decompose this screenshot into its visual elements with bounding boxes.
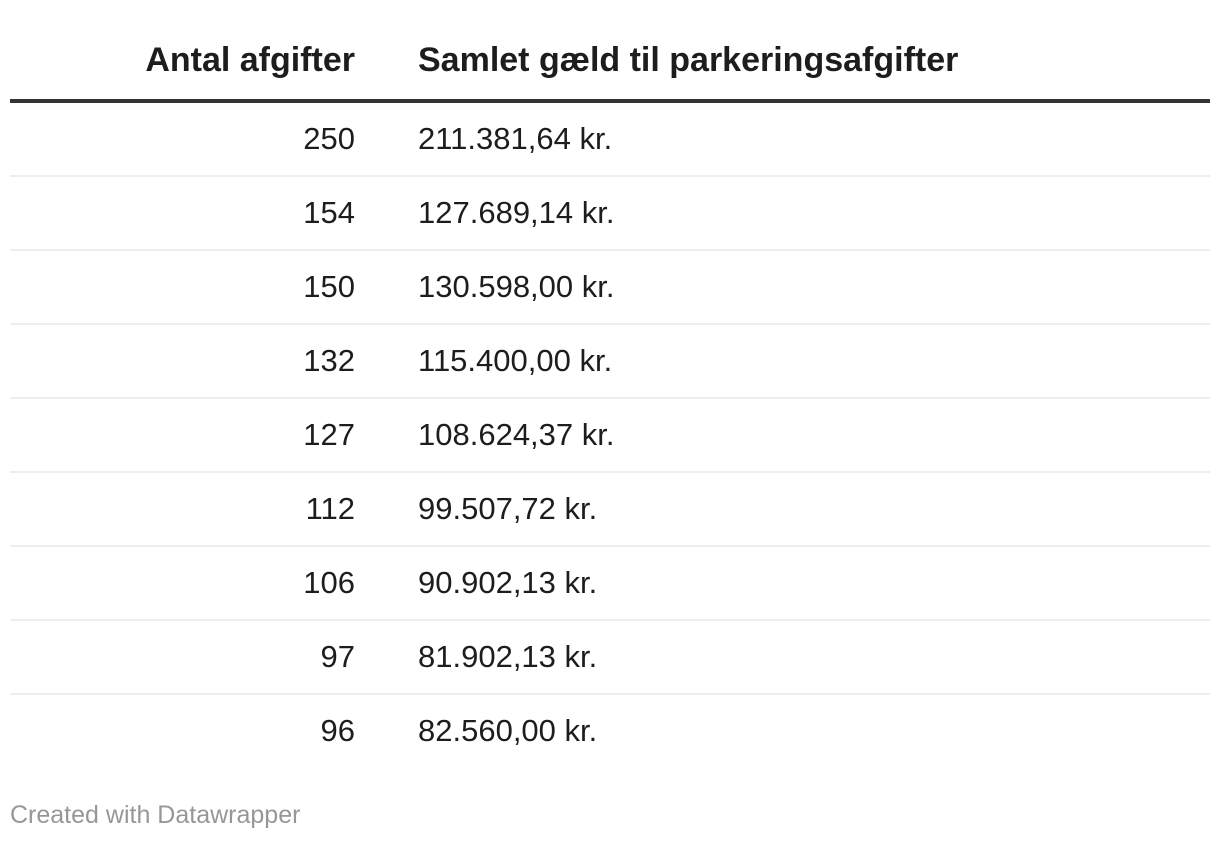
table-row: 112 99.507,72 kr. [10, 472, 1210, 547]
cell-samlet-gaeld: 82.560,00 kr. [418, 713, 598, 748]
cell-samlet-gaeld: 90.902,13 kr. [355, 546, 1210, 621]
datawrapper-attribution-link[interactable]: Created with Datawrapper [10, 801, 301, 829]
table-row: 132 115.400,00 kr. [10, 324, 1210, 399]
cell-antal-afgifter: 132 [10, 324, 355, 399]
table-row: 106 90.902,13 kr. [10, 546, 1210, 621]
cell-antal-afgifter: 106 [10, 546, 355, 621]
data-table: Antal afgifter Samlet gæld til parkering… [10, 0, 1210, 767]
cell-antal-afgifter: 97 [10, 620, 355, 695]
table-row: 96 82.560,00 kr. [10, 694, 1210, 767]
cell-samlet-gaeld: 81.902,13 kr. [355, 620, 1210, 695]
cell-samlet-gaeld: 108.624,37 kr. [355, 398, 1210, 473]
cell-antal-afgifter: 127 [10, 398, 355, 473]
column-header-samlet-gaeld: Samlet gæld til parkeringsafgifter [355, 0, 1210, 103]
cell-samlet-gaeld: 130.598,00 kr. [355, 250, 1210, 325]
header-row: Antal afgifter Samlet gæld til parkering… [10, 0, 1210, 103]
cell-antal-afgifter: 112 [10, 472, 355, 547]
table-row: 154 127.689,14 kr. [10, 176, 1210, 251]
cell-samlet-gaeld: 99.507,72 kr. [355, 472, 1210, 547]
cell-antal-afgifter: 96 [320, 713, 355, 748]
cell-antal-afgifter: 154 [10, 176, 355, 251]
cell-samlet-gaeld: 115.400,00 kr. [355, 324, 1210, 399]
table-row: 150 130.598,00 kr. [10, 250, 1210, 325]
column-header-antal-afgifter: Antal afgifter [10, 0, 355, 103]
table-header: Antal afgifter Samlet gæld til parkering… [10, 0, 1210, 103]
cell-antal-afgifter: 250 [10, 101, 355, 177]
cell-samlet-gaeld: 127.689,14 kr. [355, 176, 1210, 251]
table-body: 250 211.381,64 kr. 154 127.689,14 kr. 150 130… [10, 101, 1210, 767]
cell-antal-afgifter: 150 [10, 250, 355, 325]
table-row: 250 211.381,64 kr. [10, 101, 1210, 177]
cell-samlet-gaeld: 211.381,64 kr. [355, 101, 1210, 177]
table-row: 127 108.624,37 kr. [10, 398, 1210, 473]
table-row: 97 81.902,13 kr. [10, 620, 1210, 695]
attribution[interactable]: Created with Datawrapper [10, 799, 1210, 831]
